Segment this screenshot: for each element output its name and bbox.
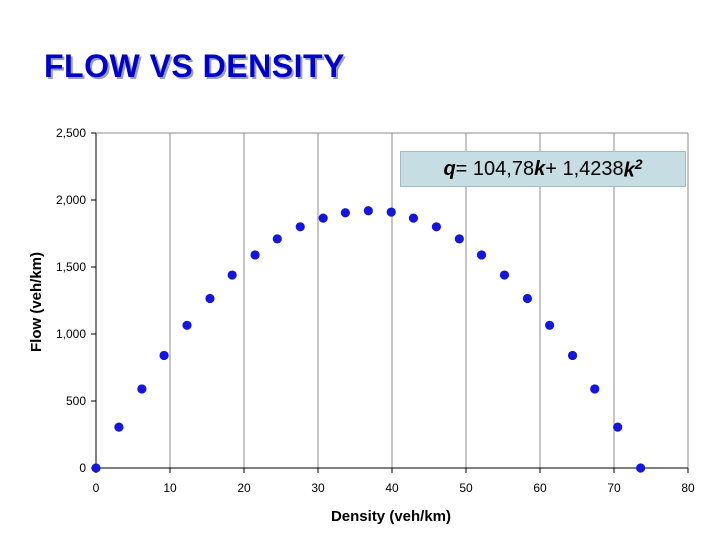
y-tick-label: 500	[66, 394, 86, 408]
data-point	[499, 270, 510, 280]
data-point	[318, 213, 328, 223]
x-tick-label: 40	[385, 481, 399, 495]
vertical-gridlines	[169, 133, 689, 468]
x-tick-label: 30	[311, 481, 325, 495]
x-tick-label: 20	[237, 481, 251, 495]
equation-k1: k	[534, 157, 546, 180]
y-tick-label: 0	[79, 461, 86, 475]
data-point	[386, 207, 396, 217]
equation-k2-base: k	[623, 159, 635, 182]
data-point	[272, 234, 282, 244]
data-point	[205, 293, 215, 304]
equation-coef1: = 104,78	[455, 157, 535, 180]
y-axis-title: Flow (veh/km)	[28, 252, 45, 352]
data-point	[295, 222, 305, 232]
x-tick-label: 50	[459, 481, 473, 495]
x-tick-label: 10	[163, 481, 177, 495]
slide-title: FLOW VS DENSITY	[44, 48, 345, 84]
regression-equation-box: q = 104,78 k + 1,4238 k2	[400, 151, 686, 187]
equation-k2: k2	[624, 156, 643, 183]
x-tick-label: 60	[533, 481, 547, 495]
x-tick-label: 0	[93, 481, 100, 495]
data-point	[408, 213, 419, 223]
data-point	[636, 463, 646, 473]
equation-coef2: + 1,4238	[545, 157, 624, 180]
x-tick-labels: 0 10 20 30 40 50 60 70 80	[93, 481, 695, 495]
data-point	[91, 463, 101, 473]
data-point	[114, 422, 124, 432]
data-point	[363, 206, 373, 216]
data-point	[613, 422, 623, 432]
data-point	[227, 270, 237, 280]
data-point	[431, 222, 441, 232]
data-point	[476, 250, 487, 260]
y-tick-label: 1,000	[56, 327, 86, 341]
x-tick-label: 80	[681, 481, 695, 495]
x-tick-label: 70	[607, 481, 621, 495]
data-point	[522, 293, 533, 304]
data-point	[590, 384, 600, 394]
data-point	[182, 320, 192, 330]
y-tick-labels: 0 500 1,000 1,500 2,000 2,500	[56, 126, 86, 475]
y-tick-label: 2,000	[56, 193, 86, 207]
data-point	[567, 350, 578, 361]
data-point	[137, 384, 147, 394]
y-tick-label: 2,500	[56, 126, 86, 140]
axes	[91, 132, 689, 473]
data-point	[340, 208, 350, 218]
data-point	[159, 350, 169, 361]
data-point	[545, 320, 555, 330]
x-axis-title: Density (veh/km)	[331, 508, 451, 525]
data-point	[250, 250, 260, 260]
equation-k2-exponent: 2	[634, 155, 643, 172]
data-points	[91, 206, 646, 473]
equation-q: q	[443, 157, 456, 180]
data-point	[454, 234, 464, 244]
y-tick-label: 1,500	[56, 260, 86, 274]
